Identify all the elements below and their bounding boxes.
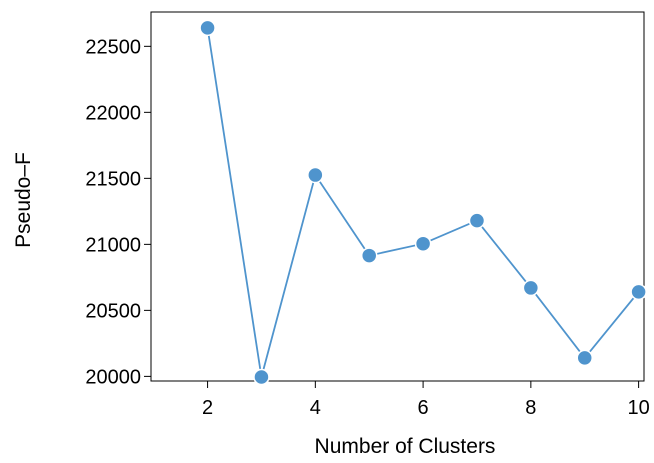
y-axis-label: Pseudo–F [12,152,35,248]
x-axis-label: Number of Clusters [315,435,496,458]
data-point [522,279,540,297]
x-tick-label: 4 [310,397,321,419]
data-point [199,19,216,37]
data-point [630,283,647,301]
plot-border [150,11,645,382]
y-tick-label: 21500 [85,168,141,190]
y-tick-label: 22000 [85,102,141,124]
data-point [414,235,432,252]
y-tick-label: 21000 [85,234,141,256]
x-tick-label: 10 [627,397,649,419]
series-layer [199,19,647,386]
data-point [360,247,378,264]
data-point [253,368,270,386]
series-line [206,27,640,378]
y-tick-label: 20000 [85,366,141,388]
x-tick-label: 8 [525,397,536,419]
x-tick-label: 6 [418,397,429,419]
data-point [576,349,593,367]
y-axis: 20000 20500 21000 21500 22000 22500 [85,36,151,388]
y-tick-label: 22500 [85,36,141,58]
y-tick-label: 20500 [85,300,141,322]
plot-frame [150,11,645,382]
x-axis: 2 4 6 8 10 [202,381,650,419]
data-point [307,166,324,184]
x-tick-label: 2 [202,397,213,419]
data-point [468,212,486,229]
